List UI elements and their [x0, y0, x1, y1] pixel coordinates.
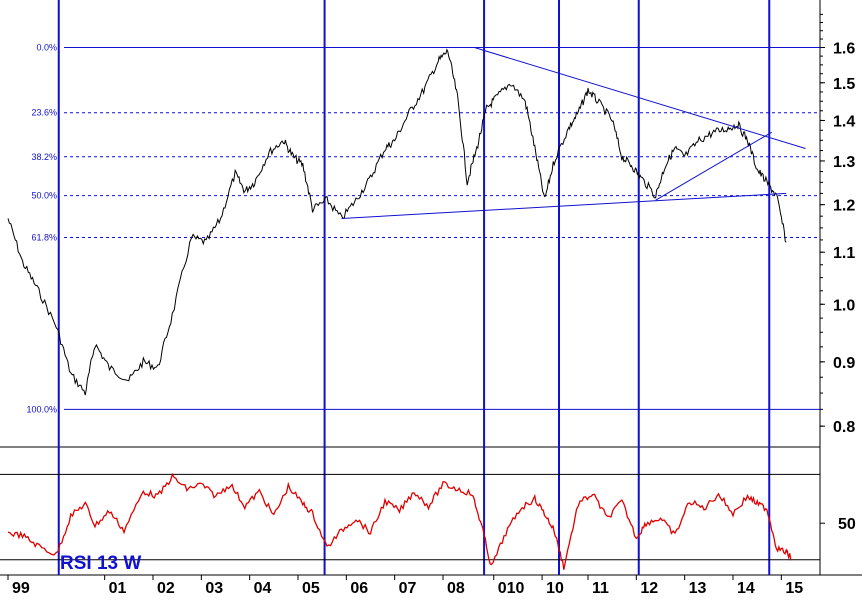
x-tick-label: 05	[302, 580, 320, 596]
x-tick-label: 07	[399, 580, 417, 596]
x-tick-label: 06	[350, 580, 368, 596]
x-tick-label: 04	[254, 580, 272, 596]
y-tick-label: 0.8	[833, 419, 855, 436]
x-tick-label: 99	[12, 580, 30, 596]
x-tick-label: 15	[785, 580, 803, 596]
fib-layer: 0.0% 23.6% 38.2% 50.0% 61.8% 100.0%	[26, 43, 820, 414]
rsi-layer	[0, 472, 820, 570]
fib-level-label: 61.8%	[31, 233, 57, 243]
rsi-series-line	[7, 472, 792, 570]
fib-level-label: 100.0%	[26, 404, 57, 414]
trendline	[341, 192, 787, 219]
fib-level-label: 23.6%	[31, 108, 57, 118]
x-tick-label: 010	[498, 580, 525, 596]
x-tick-label: 11	[592, 580, 609, 596]
x-tick-label: 12	[640, 580, 658, 596]
x-tick-label: 08	[447, 580, 465, 596]
fib-level-label: 0.0%	[36, 43, 57, 53]
y-tick-label: 1.4	[833, 113, 855, 130]
y-tick-label: 1.6	[833, 41, 855, 58]
x-tick-label: 01	[109, 580, 127, 596]
fib-level-label: 38.2%	[31, 152, 57, 162]
x-tick-label: 13	[689, 580, 707, 596]
trendline	[474, 47, 806, 149]
y-tick-label: 1.1	[833, 245, 855, 262]
fib-level-label: 50.0%	[31, 191, 57, 201]
price-series-line	[7, 48, 787, 396]
trendline-layer	[341, 47, 806, 219]
rsi-y-tick-label: 50	[838, 516, 856, 533]
x-tick-label: 02	[157, 580, 175, 596]
x-tick-label: 14	[737, 580, 755, 596]
y-tick-label: 1.0	[833, 297, 855, 314]
x-tick-label: 03	[205, 580, 223, 596]
y-axis-layer: 1.6 1.5 1.4 1.3 1.2 1.1 1.0 0.9 0.8 50	[820, 13, 856, 533]
trendline	[655, 131, 772, 201]
price-layer	[7, 48, 787, 396]
rsi-title: RSI 13 W	[60, 553, 141, 574]
x-axis-layer: 99 01 02 03 04 05 06 07 08 010 10 11 12 13 14 15	[7, 575, 803, 597]
y-tick-label: 1.2	[833, 198, 855, 215]
x-tick-label: 10	[546, 580, 564, 596]
y-tick-label: 1.3	[833, 154, 855, 171]
y-tick-label: 0.9	[833, 355, 855, 372]
y-tick-label: 1.5	[833, 76, 855, 93]
vertical-lines-layer	[57, 0, 771, 575]
